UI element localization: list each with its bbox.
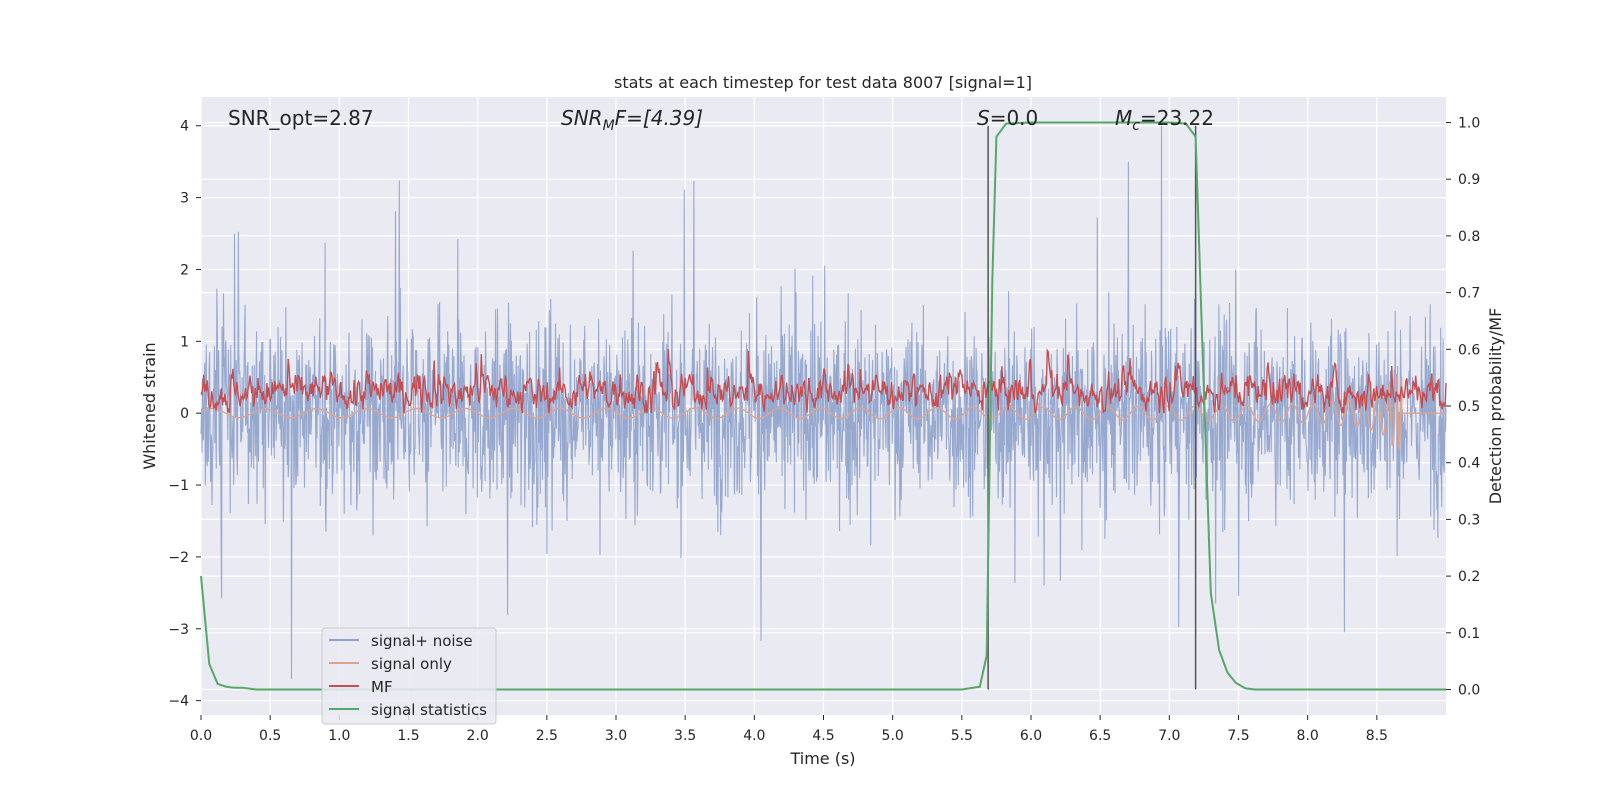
x-tick-label: 0.0 [190, 728, 212, 744]
line-mf [200, 348, 1447, 415]
x-tick-label: 5.0 [882, 728, 904, 744]
y-tick-label-left: −4 [168, 694, 189, 710]
annotation-mc: Mc=23.22 [1115, 106, 1214, 134]
y-tick-label-left: 3 [180, 191, 189, 207]
line-signal-only [200, 373, 1446, 451]
legend: signal+ noise signal only MF signal stat… [321, 627, 497, 725]
y-axis-label-right: Detection probability/MF [1486, 308, 1505, 505]
y-tick-label-right: 0.2 [1458, 569, 1480, 585]
x-tick-label: 6.5 [1089, 728, 1111, 744]
y-tick-label-left: 2 [180, 262, 189, 278]
legend-label-signal-noise: signal+ noise [371, 632, 473, 650]
series-mf [200, 348, 1447, 415]
line-signal-statistics [200, 121, 1446, 691]
x-tick-label: 4.0 [743, 728, 765, 744]
x-tick-label: 8.0 [1297, 728, 1319, 744]
x-tick-label: 3.5 [674, 728, 696, 744]
legend-label-mf: MF [371, 678, 393, 696]
series-signal-statistics [200, 121, 1446, 691]
y-tick-label-left: −1 [168, 478, 189, 494]
annotation-snr-mf: SNRMF=[4.39] [561, 106, 703, 134]
legend-box [321, 627, 497, 725]
chart-title: stats at each timestep for test data 800… [614, 73, 1032, 92]
x-tick-label: 2.0 [467, 728, 489, 744]
y-tick-label-right: 0.8 [1458, 229, 1480, 245]
y-tick-label-right: 1.0 [1458, 116, 1480, 132]
y-tick-label-right: 0.7 [1458, 286, 1480, 302]
legend-label-signal-only: signal only [371, 655, 452, 673]
y-tick-label-left: 1 [180, 334, 189, 350]
series-signal-only [200, 373, 1446, 451]
legend-label-signal-statistics: signal statistics [371, 701, 487, 719]
y-tick-label-left: −3 [168, 622, 189, 638]
x-tick-label: 3.0 [605, 728, 627, 744]
x-tick-label: 7.0 [1158, 728, 1180, 744]
x-tick-label: 2.5 [536, 728, 558, 744]
y-tick-label-right: 0.3 [1458, 512, 1480, 528]
y-tick-label-right: 0.9 [1458, 172, 1480, 188]
y-tick-label-left: 0 [180, 406, 189, 422]
y-tick-label-right: 0.5 [1458, 399, 1480, 415]
y-axis-label-left: Whitened strain [140, 342, 159, 469]
y-tick-label-right: 0.4 [1458, 456, 1480, 472]
y-tick-label-left: 4 [180, 119, 189, 135]
x-axis-label: Time (s) [789, 749, 855, 768]
x-tick-label: 8.5 [1366, 728, 1388, 744]
x-tick-label: 6.0 [1020, 728, 1042, 744]
y-tick-label-right: 0.6 [1458, 342, 1480, 358]
x-tick-label: 4.5 [812, 728, 834, 744]
x-tick-label: 1.5 [397, 728, 419, 744]
y-tick-label-right: 0.1 [1458, 626, 1480, 642]
x-tick-label: 0.5 [259, 728, 281, 744]
annotation-s: S=0.0 [977, 106, 1038, 130]
axes: 0.0 0.5 1.0 1.5 2.0 2.5 3.0 3.5 4.0 4.5 5.0 5.5 6.0 6… [168, 116, 1480, 744]
x-tick-label: 7.5 [1227, 728, 1249, 744]
x-tick-label: 1.0 [328, 728, 350, 744]
y-tick-label-left: −2 [168, 550, 189, 566]
annotation-snr-opt: SNR_opt=2.87 [228, 106, 374, 130]
x-tick-label: 5.5 [951, 728, 973, 744]
y-tick-label-right: 0.0 [1458, 682, 1480, 698]
